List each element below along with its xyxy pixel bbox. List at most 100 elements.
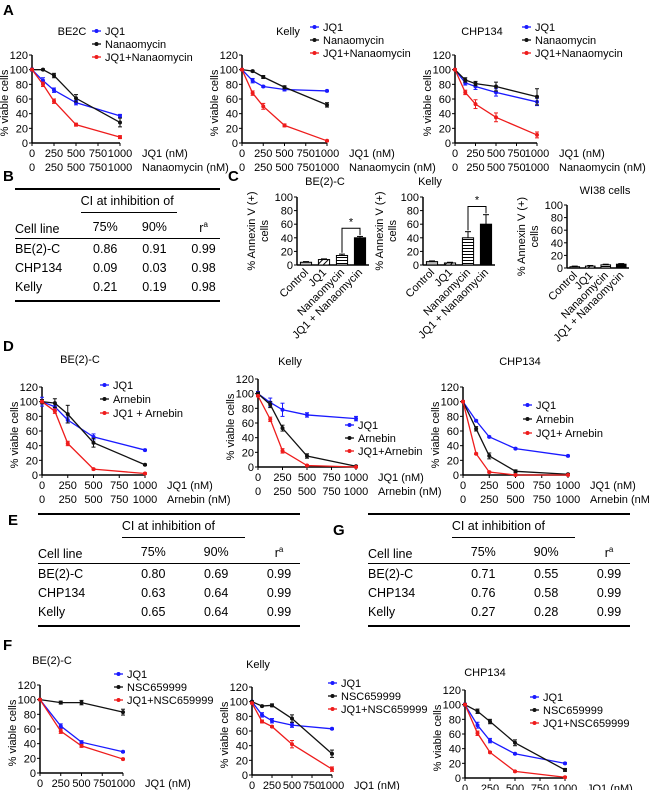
column-header: 75% [140,545,166,559]
chart-title: Kelly [246,659,270,671]
x-tick-label: 500 [487,148,505,160]
panel-label-e: E [8,512,19,529]
data-point [474,418,479,423]
y-tick-label: 40 [447,441,459,453]
data-point [260,719,264,724]
y-tick-label: 60 [226,94,238,106]
series-line-nsc659999 [39,699,124,713]
table-cell-value: 0.27 [471,605,496,619]
table-top-rule [15,188,220,190]
legend-label: NSC659999 [543,705,603,717]
y-axis-label: cells [529,225,541,248]
table-cell-cell-line: Kelly [38,605,66,619]
x-axis-label: JQ1 (nM) [587,783,633,790]
data-point [330,767,334,772]
data-point [535,94,539,99]
data-point [38,697,42,702]
panel-label-d: D [3,338,14,355]
x-tick-label: 1000 [525,162,549,174]
x-axis-label: JQ1 (nM) [590,480,636,492]
series-line-jq1 [31,69,121,117]
data-point [330,726,334,731]
y-tick-label: 40 [551,238,563,250]
x-tick-label: 1000 [108,162,132,174]
column-header: Cell line [368,547,413,561]
data-point [473,102,478,107]
y-axis-label: % viable cells [209,69,221,136]
x-tick-label: 1000 [525,148,549,160]
y-tick-label: 100 [441,397,459,409]
y-tick-label: 0 [32,470,38,482]
bar [443,262,457,266]
x-tick-label: 0 [239,162,245,174]
y-tick-label: 100 [275,192,293,204]
x-tick-label: 250 [52,778,70,790]
data-point [354,465,358,469]
x-axis-label: JQ1 (nM) [349,148,395,160]
column-header-r: ra [604,545,614,561]
y-tick-label: 20 [236,755,248,767]
y-tick-label: 120 [18,680,36,692]
y-tick-label: 80 [226,79,238,91]
y-tick-label: 120 [10,50,28,62]
legend-marker [102,397,107,401]
x-tick-label: 1000 [553,783,577,790]
chart-f-be2c: BE(2)-C 0 20 40 60 80 100 120 % viable cells 0 250… [7,655,214,790]
data-point [305,454,309,458]
y-tick-label: 60 [236,726,248,738]
y-tick-label: 0 [453,470,459,482]
data-point [282,123,287,128]
x-tick-label: 1000 [133,480,157,492]
y-axis-label: % Annexin V (+) [516,197,528,276]
column-header-r: ra [274,545,284,561]
x-tick-label: 0 [239,148,245,160]
legend-marker [102,383,107,387]
y-tick-label: 120 [236,374,254,386]
table-cell-cell-line: Kelly [15,280,43,294]
table-cell-value: 0.58 [533,586,559,600]
bar [335,254,349,266]
x-tick-label: 250 [45,148,63,160]
significance-bracket [341,227,361,253]
data-point [487,453,492,458]
y-tick-label: 120 [433,50,451,62]
x-tick-label: 500 [506,494,524,506]
series-line-jq1 [39,699,124,753]
x-tick-label: 750 [507,162,525,174]
table-group-rule [451,537,575,538]
x-tick-label: 0 [462,783,468,790]
x-axis-label: JQ1 (nM) [142,148,188,160]
table-cell-value: 0.63 [141,586,166,600]
data-point [487,434,492,439]
table-cell-value: 0.99 [596,605,622,619]
legend-marker [524,38,529,42]
data-point [41,82,45,87]
bar [425,261,439,266]
x-tick-label: 0 [39,480,45,492]
x-tick-label: 500 [275,162,293,174]
data-point [488,750,492,755]
x-tick-label: 500 [67,148,85,160]
data-point [65,412,70,417]
x-tick-label: 750 [303,780,321,790]
x-tick-label: 500 [298,472,316,484]
y-tick-label: 120 [220,50,238,62]
y-axis-label: % viable cells [0,69,11,136]
x-axis-label: Nanaomycin (nM) [349,162,436,174]
y-tick-label: 20 [16,123,28,135]
x-tick-label: 250 [481,783,499,790]
table-cell-value: 0.99 [596,586,622,600]
y-axis-label: % viable cells [430,401,442,468]
table-group-rule [80,212,177,213]
ci-table-e: CI at inhibition of Cell line 75% 90% ra BE(2… [38,513,300,627]
y-tick-label: 80 [551,213,563,225]
x-axis-label: JQ1 (nM) [145,778,191,790]
chart-f-kelly: Kelly 0 20 40 60 80 100 120 % viable cells 0 250 50… [219,659,428,790]
legend-label: JQ1+Nanaomycin [105,52,193,64]
data-point [494,84,498,89]
y-tick-label: 80 [24,709,36,721]
table-cell-value: 0.55 [533,567,559,581]
bar [299,261,313,266]
data-point [290,716,294,721]
data-point [143,471,147,476]
